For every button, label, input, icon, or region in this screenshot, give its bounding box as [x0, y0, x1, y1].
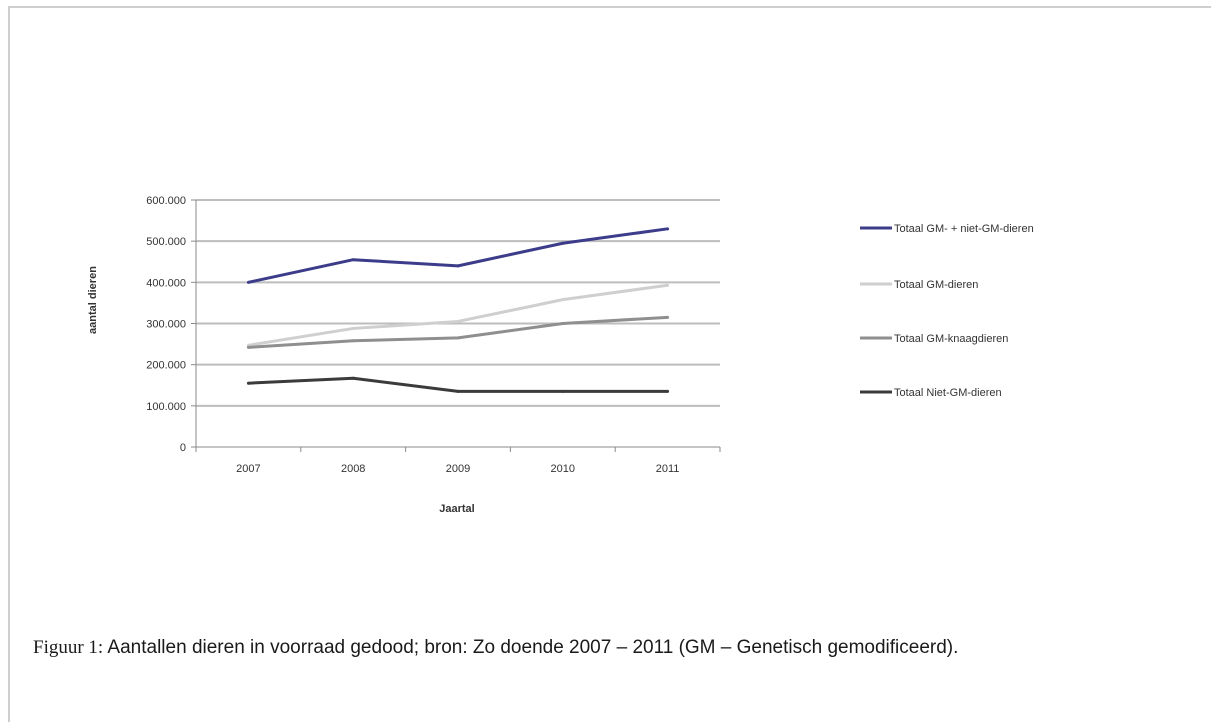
y-tick-label: 400.000 — [146, 277, 186, 289]
y-tick-label: 200.000 — [146, 360, 186, 372]
figure-frame — [8, 6, 1211, 722]
data-point — [351, 339, 355, 343]
y-tick-label: 100.000 — [146, 401, 186, 413]
legend-label: Totaal Niet-GM-dieren — [894, 387, 1002, 399]
x-tick-label: 2010 — [551, 463, 575, 475]
data-point — [666, 389, 670, 393]
line-chart: 0 100.000 200.000 300.000 400.000 500.000 600.… — [87, 195, 1034, 515]
series-lines — [246, 227, 670, 393]
legend-label: Totaal GM-dieren — [894, 279, 978, 291]
x-tick-label: 2011 — [656, 463, 680, 475]
data-point — [456, 336, 460, 340]
data-point — [351, 376, 355, 380]
data-point — [351, 326, 355, 330]
data-point — [456, 319, 460, 323]
y-tick-label: 0 — [180, 442, 186, 454]
series-line — [248, 227, 668, 284]
x-tick-label: 2007 — [236, 463, 260, 475]
x-axis-label: Jaartal — [439, 503, 474, 515]
legend-label: Totaal GM- + niet-GM-dieren — [894, 223, 1034, 235]
data-point — [456, 389, 460, 393]
data-point — [561, 389, 565, 393]
data-point — [561, 322, 565, 325]
y-tick-labels: 0 100.000 200.000 300.000 400.000 500.000 600.… — [146, 195, 186, 454]
axes — [191, 199, 721, 452]
x-tick-label: 2008 — [341, 463, 365, 475]
caption-text: Aantallen dieren in voorraad gedood; bro… — [103, 637, 959, 658]
data-point — [561, 298, 565, 302]
caption-lead: Figuur 1: — [33, 637, 104, 658]
data-point — [456, 264, 460, 268]
figure-caption: Figuur 1: Aantallen dieren in voorraad g… — [33, 634, 1153, 662]
x-tick-labels: 2007 2008 2009 2010 2011 — [236, 463, 679, 475]
y-tick-label: 300.000 — [146, 319, 186, 331]
x-tick-label: 2009 — [446, 463, 470, 475]
data-point — [351, 258, 355, 262]
data-point — [666, 283, 670, 287]
y-tick-label: 500.000 — [146, 236, 186, 248]
data-point — [666, 315, 670, 319]
data-point — [246, 280, 250, 284]
data-point — [666, 227, 670, 231]
y-axis-label: aantal dieren — [87, 266, 99, 334]
legend: Totaal GM- + niet-GM-dieren Totaal GM-die… — [860, 223, 1034, 399]
y-tick-label: 600.000 — [146, 195, 186, 207]
data-point — [561, 241, 565, 245]
data-point — [246, 345, 250, 349]
data-point — [246, 381, 250, 385]
grid-lines — [196, 199, 720, 407]
series-line — [248, 376, 668, 393]
series-line — [248, 283, 668, 347]
legend-label: Totaal GM-knaagdieren — [894, 333, 1008, 345]
